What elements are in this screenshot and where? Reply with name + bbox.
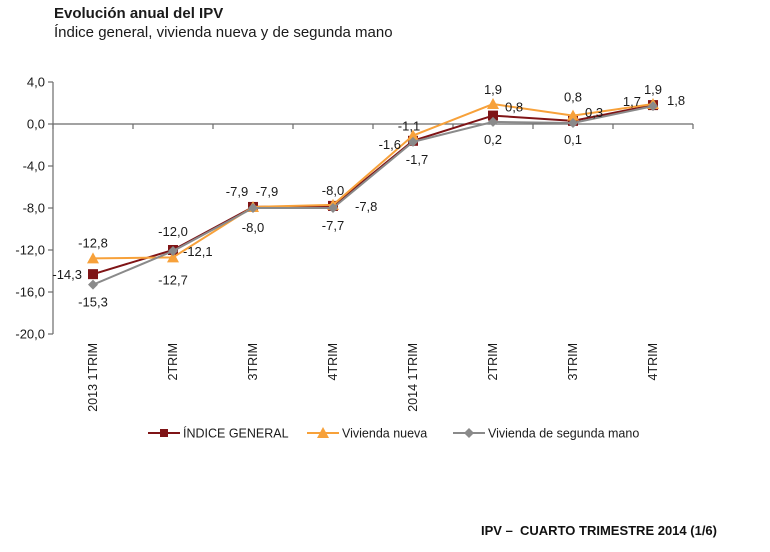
legend-item-indice-general: ÍNDICE GENERAL (148, 426, 289, 441)
data-label: -7,9 (256, 184, 278, 199)
data-point-marker (248, 203, 258, 213)
y-tick-label: -4,0 (23, 159, 45, 174)
data-point-marker (168, 246, 178, 257)
data-point-marker (167, 251, 179, 263)
data-label: -8,0 (322, 183, 344, 198)
data-label: -8,0 (242, 220, 264, 235)
data-point-marker (488, 116, 498, 127)
x-tick-label: 3TRIM (246, 343, 260, 381)
data-label: 1,9 (484, 82, 502, 97)
series-line (92, 103, 654, 260)
data-point-marker (408, 136, 418, 147)
data-label: -7,7 (322, 218, 344, 233)
y-tick-label: -8,0 (23, 201, 45, 216)
data-label: -1,1 (398, 119, 420, 134)
data-label: 0,8 (505, 100, 523, 115)
data-label: -15,3 (78, 295, 108, 310)
x-tick-label: 4TRIM (326, 343, 340, 381)
data-point-marker (648, 101, 658, 112)
data-point-marker (488, 110, 498, 121)
x-tick-label: 2014 1TRIM (406, 343, 420, 412)
data-label: -1,6 (379, 137, 401, 152)
data-point-marker (88, 279, 98, 290)
data-label: -12,1 (183, 244, 213, 259)
legend-marker (464, 428, 474, 438)
data-label: 1,8 (667, 93, 685, 108)
y-tick-label: -16,0 (15, 285, 45, 300)
legend-marker (317, 427, 329, 438)
legend-item-vivienda-de-segunda-mano: Vivienda de segunda mano (453, 427, 639, 441)
legend-label: Vivienda nueva (342, 427, 427, 441)
y-tick-label: -12,0 (15, 243, 45, 258)
data-point-marker (328, 203, 338, 213)
data-label: 0,8 (564, 90, 582, 105)
data-label: 0,3 (585, 105, 603, 120)
line-chart: 4,0 0,0 -4,0 -8,0 -12,0 -16,0 -20,0 2013 1TRIM 2… (15, 75, 694, 441)
page-footer: IPV – CUARTO TRIMESTRE 2014 (1/6) (481, 523, 717, 538)
legend-label: Vivienda de segunda mano (488, 427, 639, 441)
legend-label: ÍNDICE GENERAL (183, 426, 289, 441)
axes: 4,0 0,0 -4,0 -8,0 -12,0 -16,0 -20,0 2013 1TRIM 2… (15, 75, 694, 412)
legend-item-vivienda-nueva: Vivienda nueva (307, 427, 427, 441)
chart-subtitle: Índice general, vivienda nueva y de segu… (54, 24, 393, 41)
data-point-marker (487, 98, 499, 110)
data-label: -14,3 (52, 267, 82, 282)
y-tick-label: 0,0 (27, 117, 45, 132)
series-vivienda-de-segunda-mano (88, 101, 658, 290)
data-label: -7,8 (355, 199, 377, 214)
data-label: 0,1 (564, 132, 582, 147)
data-label: 1,9 (644, 82, 662, 97)
y-tick-label: 4,0 (27, 75, 45, 90)
data-point-marker (88, 269, 98, 280)
data-point-marker (568, 117, 578, 128)
x-tick-label: 3TRIM (566, 343, 580, 381)
data-label: 0,2 (484, 132, 502, 147)
data-label: -12,7 (158, 272, 188, 287)
data-label: -12,0 (158, 224, 188, 239)
series-lines (87, 98, 659, 290)
data-label: -7,9 (226, 184, 248, 199)
series-line (92, 105, 654, 286)
y-tick-label: -20,0 (15, 327, 45, 342)
x-tick-label: 4TRIM (646, 343, 660, 381)
data-label: -1,7 (406, 152, 428, 167)
data-label: -12,8 (78, 235, 108, 250)
x-tick-label: 2TRIM (486, 343, 500, 381)
data-point-marker (407, 129, 419, 141)
chart-title: Evolución anual del IPV (54, 5, 224, 22)
data-point-marker (87, 252, 99, 264)
x-tick-label: 2TRIM (166, 343, 180, 381)
legend: ÍNDICE GENERAL Vivienda nueva Vivienda de … (148, 426, 639, 441)
data-label: 1,7 (623, 94, 641, 109)
legend-marker (160, 429, 168, 437)
data-point-marker (567, 109, 579, 121)
data-labels: -14,3-12,0-7,9-7,8-1,60,8 0,31,8-12,8-12,… (52, 82, 685, 310)
x-tick-label: 2013 1TRIM (86, 343, 100, 412)
